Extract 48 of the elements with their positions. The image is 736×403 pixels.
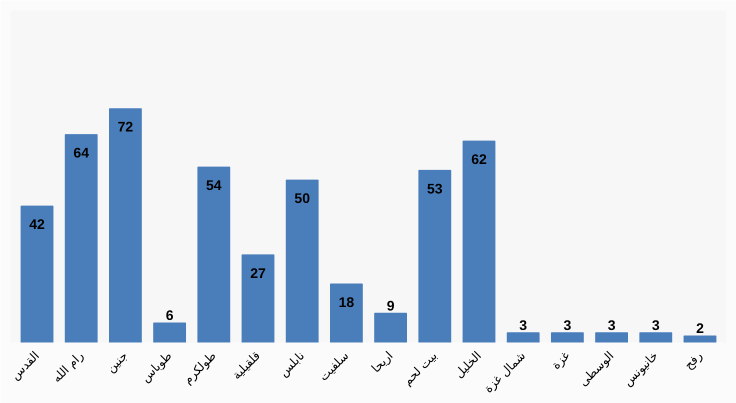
bar bbox=[20, 206, 54, 342]
x-tick-label: القدس bbox=[8, 348, 42, 382]
bar bbox=[242, 254, 274, 342]
data-label: 9 bbox=[386, 297, 395, 314]
x-tick-label: رام الله bbox=[50, 348, 86, 386]
data-label: 42 bbox=[29, 216, 46, 232]
x-tick-label: سلفيت bbox=[316, 348, 352, 384]
data-label: 53 bbox=[427, 180, 443, 196]
data-label: 50 bbox=[294, 190, 310, 206]
x-tick-label: شمال غزة bbox=[481, 348, 528, 396]
bar bbox=[153, 322, 186, 342]
bar bbox=[595, 332, 628, 342]
x-tick-label: الخليل bbox=[452, 348, 484, 381]
data-label: 62 bbox=[471, 151, 487, 168]
data-label: 27 bbox=[250, 264, 266, 281]
bar bbox=[64, 134, 98, 342]
x-tick-label: قلقيلية bbox=[229, 348, 263, 382]
bar bbox=[462, 140, 496, 342]
x-tick-label: طولكرم bbox=[180, 348, 219, 387]
bar bbox=[506, 332, 540, 342]
data-label: 3 bbox=[519, 316, 528, 333]
data-label: 18 bbox=[338, 294, 354, 310]
bar bbox=[684, 336, 716, 342]
x-tick-label: بيت لحم bbox=[400, 348, 440, 388]
bar bbox=[330, 284, 363, 342]
data-label: 54 bbox=[206, 177, 222, 194]
x-tick-label: رفح bbox=[681, 348, 706, 372]
x-tick-label: جنين bbox=[104, 348, 130, 376]
bar bbox=[286, 180, 319, 342]
data-label: 3 bbox=[652, 316, 660, 333]
bar bbox=[418, 170, 452, 342]
data-label: 6 bbox=[166, 307, 174, 324]
bar bbox=[197, 166, 230, 342]
data-label: 72 bbox=[118, 118, 134, 135]
x-tick-label: طوباس bbox=[138, 348, 175, 385]
x-tick-label: نابلس bbox=[276, 348, 308, 380]
bar bbox=[550, 332, 584, 342]
data-label: 2 bbox=[696, 320, 704, 336]
data-label: 3 bbox=[608, 316, 616, 333]
x-tick-label: غزة bbox=[548, 348, 572, 372]
x-tick-label: اريحا bbox=[368, 348, 396, 376]
bar bbox=[374, 312, 408, 342]
x-tick-label: خانيونس bbox=[620, 348, 661, 389]
data-label: 64 bbox=[73, 144, 90, 161]
bar bbox=[639, 332, 672, 342]
data-label: 3 bbox=[563, 316, 572, 333]
x-tick-label: الوسطى bbox=[576, 348, 617, 389]
bar bbox=[109, 108, 142, 342]
